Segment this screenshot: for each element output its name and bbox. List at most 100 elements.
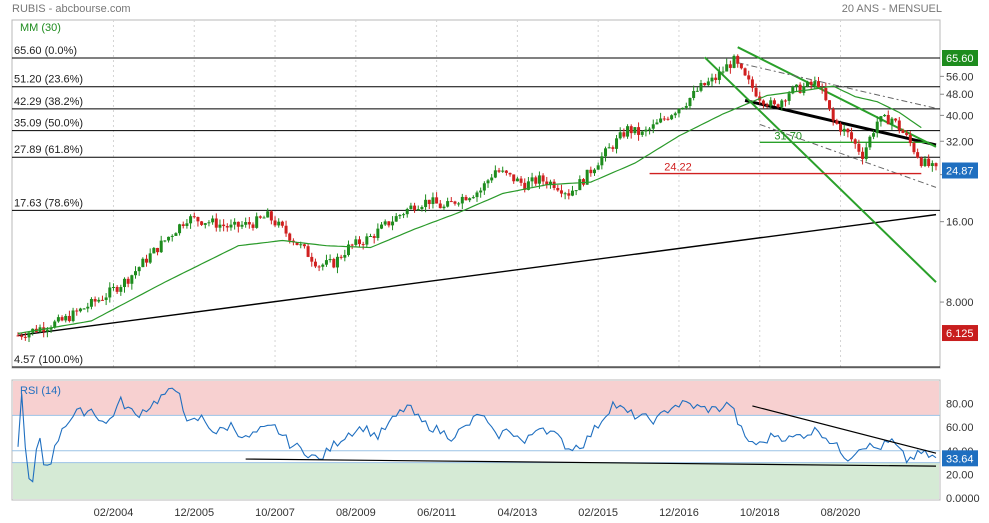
candle-body <box>468 198 472 201</box>
candle-body <box>156 247 160 253</box>
candle-body <box>831 109 835 121</box>
candle-body <box>60 317 64 321</box>
candle-body <box>728 64 732 68</box>
candle-body <box>350 244 354 246</box>
candle-body <box>897 120 901 131</box>
candle-body <box>519 178 523 183</box>
candle-body <box>673 113 677 116</box>
candle-body <box>391 221 395 226</box>
candle-body <box>416 209 420 211</box>
candle-body <box>317 266 321 268</box>
candle-body <box>420 207 424 210</box>
candle-body <box>100 299 104 301</box>
candle-body <box>688 97 692 107</box>
candle-body <box>438 203 442 209</box>
candle-body <box>181 224 185 226</box>
candle-body <box>622 132 626 137</box>
rsi-tick-label: 0.0000 <box>946 493 980 505</box>
candle-body <box>816 81 820 88</box>
candle-body <box>189 216 193 224</box>
candle-body <box>174 233 178 236</box>
candle-body <box>405 209 409 215</box>
candle-body <box>409 205 413 210</box>
fibonacci-label: 4.57 (100.0%) <box>14 354 83 366</box>
candle-body <box>879 116 883 122</box>
candle-body <box>515 178 519 182</box>
candle-body <box>387 221 391 226</box>
candle-body <box>148 253 152 263</box>
candle-body <box>145 258 149 263</box>
trendline-channel-lower <box>703 56 937 283</box>
candle-body <box>912 143 916 153</box>
candle-body <box>842 128 846 132</box>
candle-body <box>493 170 497 178</box>
candle-body <box>343 255 347 258</box>
candle-body <box>67 315 71 322</box>
rsi-zones <box>12 381 940 499</box>
candle-body <box>651 124 655 129</box>
candle-body <box>607 147 611 149</box>
candle-body <box>721 71 725 73</box>
rsi-overbought-zone <box>13 381 939 416</box>
candle-body <box>559 190 563 194</box>
candle-body <box>585 169 589 185</box>
price-tick-label: 16.00 <box>946 217 974 229</box>
candle-body <box>240 224 244 227</box>
candle-body <box>706 81 710 86</box>
candle-body <box>236 221 240 227</box>
candle-body <box>692 90 696 98</box>
candle-body <box>97 299 101 302</box>
candle-body <box>137 267 141 272</box>
candle-body <box>662 118 666 120</box>
candle-body <box>357 239 361 245</box>
candle-body <box>247 222 251 225</box>
candle-body <box>427 199 431 205</box>
candle-body <box>802 86 806 93</box>
candle-body <box>335 256 339 268</box>
candle-body <box>424 199 428 208</box>
price-tick-label: 48.00 <box>946 89 974 101</box>
candle-body <box>633 127 637 134</box>
candle-body <box>593 169 597 174</box>
rsi-tick-label: 20.00 <box>946 469 974 481</box>
candle-body <box>56 317 60 322</box>
candle-body <box>570 190 574 196</box>
candle-body <box>839 123 843 132</box>
candle-body <box>108 287 112 298</box>
candle-body <box>93 299 97 302</box>
rsi-trendline-rsi-resistance <box>752 405 937 454</box>
time-tick-label: 12/2005 <box>174 507 214 519</box>
candle-body <box>923 158 927 167</box>
candle-body <box>545 181 549 186</box>
candle-body <box>563 193 567 195</box>
candle-body <box>413 205 417 211</box>
candle-body <box>846 128 850 133</box>
time-tick-label: 12/2016 <box>659 507 699 519</box>
candle-body <box>122 278 126 288</box>
candle-body <box>883 114 887 117</box>
candle-body <box>383 221 387 225</box>
candle-body <box>497 170 501 172</box>
candle-body <box>372 236 376 238</box>
candle-body <box>901 130 905 133</box>
candle-body <box>530 177 534 182</box>
candle-body <box>211 218 215 223</box>
price-badge-last <box>942 162 978 179</box>
candle-body <box>361 244 365 246</box>
fibonacci-label: 17.63 (78.6%) <box>14 197 83 209</box>
candle-body <box>262 217 266 219</box>
candle-body <box>739 63 743 69</box>
candle-body <box>556 188 560 191</box>
candle-body <box>20 335 24 337</box>
candle-body <box>596 165 600 170</box>
candle-body <box>284 225 288 234</box>
candle-body <box>916 152 920 158</box>
candle-body <box>273 220 277 226</box>
candle-body <box>453 201 457 204</box>
price-tick-label: 8.000 <box>946 297 974 309</box>
candle-body <box>604 148 608 157</box>
candle-body <box>504 170 508 173</box>
candle-body <box>178 224 182 234</box>
candle-body <box>813 81 817 85</box>
